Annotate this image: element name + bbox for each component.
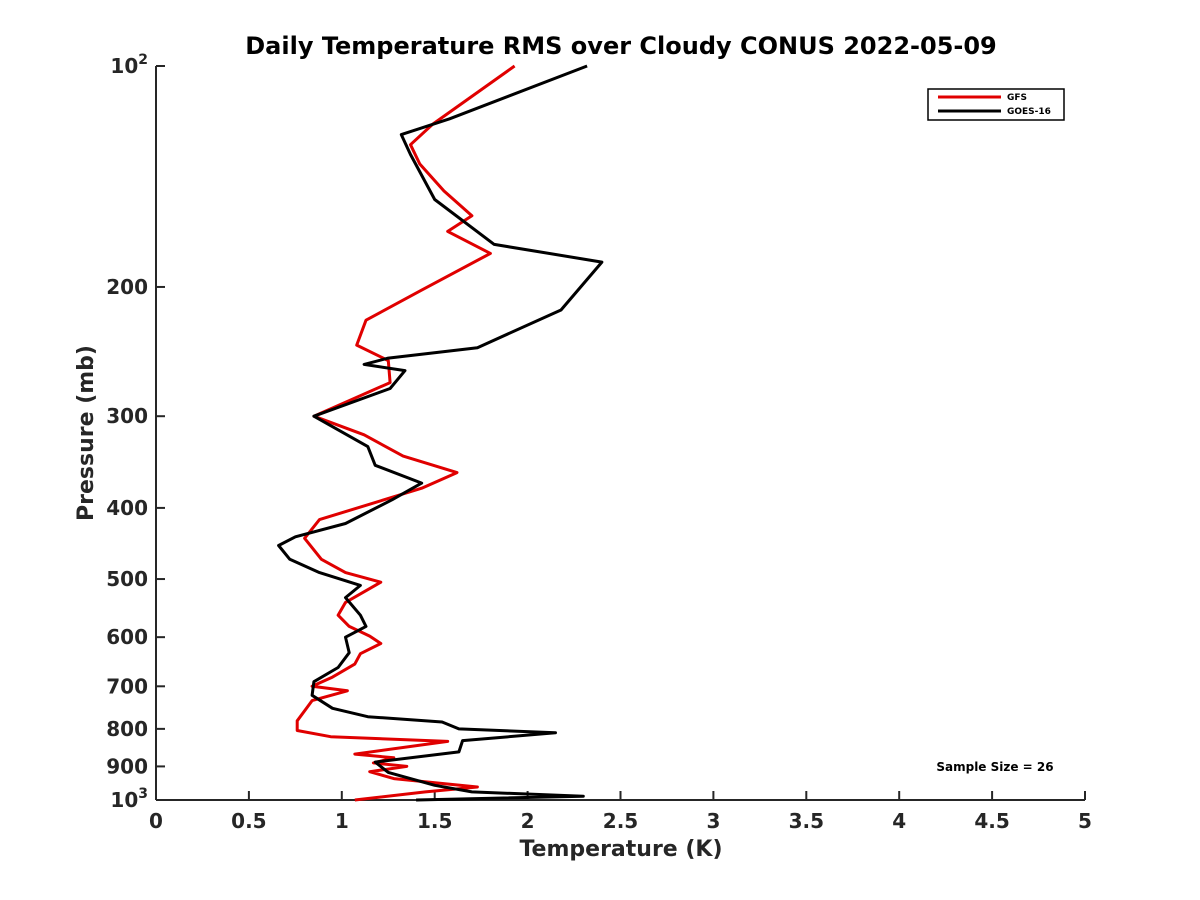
x-tick-label: 4.5 xyxy=(974,809,1009,833)
y-tick-label: 700 xyxy=(106,674,148,698)
y-tick-label: 200 xyxy=(106,275,148,299)
x-tick-label: 5 xyxy=(1078,809,1092,833)
x-tick-label: 3 xyxy=(706,809,720,833)
x-tick-label: 2 xyxy=(521,809,535,833)
x-tick-label: 4 xyxy=(892,809,906,833)
series-line-gfs xyxy=(295,64,516,802)
y-tick-label: 900 xyxy=(106,754,148,778)
y-tick-label: 102 xyxy=(110,52,148,78)
y-axis-label: Pressure (mb) xyxy=(74,345,99,521)
axes: 0 0.5 1 1.5 2 2.5 3 3.5 4 4.5 5 102 200 300 400 500 600 7… xyxy=(106,52,1092,833)
x-tick-label: 1.5 xyxy=(417,809,452,833)
y-tick-label: 600 xyxy=(106,625,148,649)
series-line-goes-16 xyxy=(277,64,604,802)
y-tick-label: 500 xyxy=(106,567,148,591)
x-tick-label: 0 xyxy=(149,809,163,833)
x-tick-label: 1 xyxy=(335,809,349,833)
x-tick-label: 0.5 xyxy=(231,809,266,833)
y-tick-label: 400 xyxy=(106,496,148,520)
x-tick-label: 2.5 xyxy=(603,809,638,833)
chart-title: Daily Temperature RMS over Cloudy CONUS … xyxy=(245,32,997,60)
x-tick-label: 3.5 xyxy=(789,809,824,833)
x-axis-label: Temperature (K) xyxy=(519,837,722,862)
legend-label: GOES-16 xyxy=(1007,107,1051,117)
y-tick-label: 800 xyxy=(106,717,148,741)
y-tick-label: 103 xyxy=(110,786,148,812)
y-tick-label: 300 xyxy=(106,404,148,428)
legend-label: GFS xyxy=(1007,93,1027,103)
sample-size-annotation: Sample Size = 26 xyxy=(936,760,1053,774)
series-lines xyxy=(277,64,604,802)
legend-box xyxy=(927,88,1065,121)
legend: GFS GOES-16 xyxy=(927,88,1065,121)
